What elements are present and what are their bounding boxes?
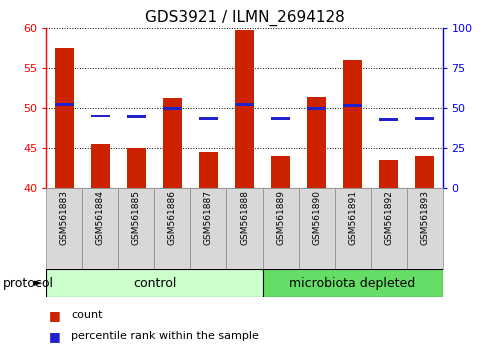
Bar bbox=[414, 117, 433, 120]
Bar bbox=[126, 148, 146, 188]
Bar bbox=[162, 98, 182, 188]
Text: microbiota depleted: microbiota depleted bbox=[289, 277, 415, 290]
Text: ■: ■ bbox=[49, 330, 61, 343]
Bar bbox=[46, 188, 82, 269]
Bar bbox=[234, 30, 254, 188]
Bar bbox=[342, 104, 362, 107]
Bar bbox=[90, 115, 110, 117]
Bar bbox=[226, 188, 262, 269]
Bar bbox=[414, 156, 433, 188]
Bar bbox=[190, 188, 226, 269]
Text: GSM561890: GSM561890 bbox=[311, 190, 320, 245]
Bar bbox=[262, 188, 298, 269]
Text: ■: ■ bbox=[49, 309, 61, 321]
Bar bbox=[118, 188, 154, 269]
Bar bbox=[198, 117, 218, 120]
Bar bbox=[298, 188, 334, 269]
Bar bbox=[262, 269, 442, 297]
Bar bbox=[162, 107, 182, 110]
Bar bbox=[370, 188, 406, 269]
Text: control: control bbox=[133, 277, 176, 290]
Text: percentile rank within the sample: percentile rank within the sample bbox=[71, 331, 258, 341]
Bar bbox=[46, 269, 262, 297]
Bar bbox=[270, 117, 290, 120]
Text: GSM561887: GSM561887 bbox=[203, 190, 213, 245]
Bar bbox=[55, 103, 74, 106]
Bar bbox=[82, 188, 118, 269]
Bar bbox=[198, 152, 218, 188]
Bar bbox=[55, 48, 74, 188]
Text: GSM561886: GSM561886 bbox=[168, 190, 177, 245]
Text: GSM561884: GSM561884 bbox=[96, 190, 105, 245]
Title: GDS3921 / ILMN_2694128: GDS3921 / ILMN_2694128 bbox=[144, 9, 344, 25]
Text: count: count bbox=[71, 310, 102, 320]
Bar bbox=[306, 97, 326, 188]
Bar bbox=[154, 188, 190, 269]
Bar bbox=[334, 188, 370, 269]
Bar bbox=[90, 144, 110, 188]
Bar bbox=[270, 156, 290, 188]
Bar bbox=[126, 115, 146, 118]
Text: GSM561889: GSM561889 bbox=[275, 190, 285, 245]
Bar bbox=[342, 60, 362, 188]
Text: GSM561892: GSM561892 bbox=[383, 190, 392, 245]
Text: GSM561893: GSM561893 bbox=[419, 190, 428, 245]
Text: GSM561888: GSM561888 bbox=[240, 190, 248, 245]
Text: GSM561891: GSM561891 bbox=[347, 190, 356, 245]
Bar bbox=[306, 107, 326, 110]
Text: protocol: protocol bbox=[2, 277, 53, 290]
Text: GSM561883: GSM561883 bbox=[60, 190, 69, 245]
Text: GSM561885: GSM561885 bbox=[132, 190, 141, 245]
Bar bbox=[378, 118, 398, 120]
Bar bbox=[406, 188, 442, 269]
Bar bbox=[234, 103, 254, 106]
Bar bbox=[378, 160, 398, 188]
Text: ►: ► bbox=[34, 278, 42, 288]
